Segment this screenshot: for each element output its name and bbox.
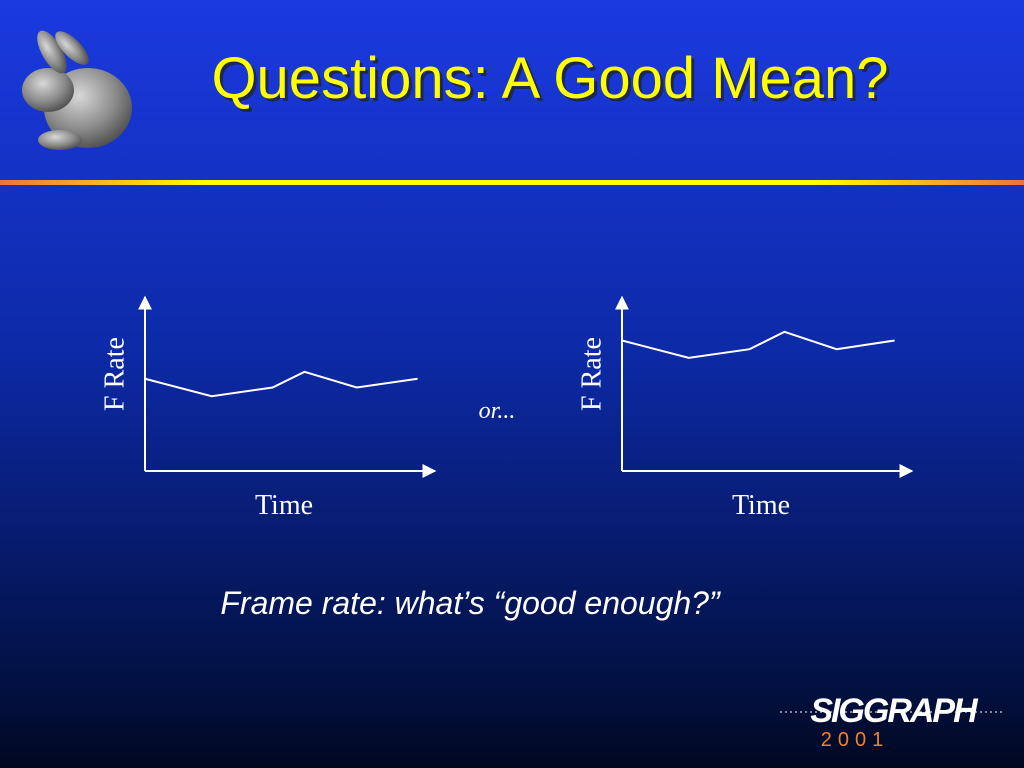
bunny-icon bbox=[22, 30, 132, 150]
data-line bbox=[144, 370, 418, 398]
title-rule bbox=[0, 180, 1024, 185]
title-shadow: Questions: A Good Mean? bbox=[214, 49, 891, 114]
data-line bbox=[621, 330, 895, 359]
caption: Frame rate: what’s “good enough?” bbox=[220, 585, 721, 621]
x-axis-label: Time bbox=[732, 490, 790, 521]
y-axis-label: F Rate bbox=[576, 337, 607, 411]
logo-name: SIGGRAPH bbox=[810, 692, 979, 730]
separator-text: or... bbox=[479, 398, 516, 424]
x-axis-label: Time bbox=[255, 490, 313, 521]
title: Questions: A Good Mean? bbox=[211, 46, 888, 111]
logo-year: 2001 bbox=[821, 729, 890, 751]
logo: SIGGRAPH 2001 bbox=[780, 692, 1005, 751]
y-axis-label: F Rate bbox=[99, 337, 130, 411]
